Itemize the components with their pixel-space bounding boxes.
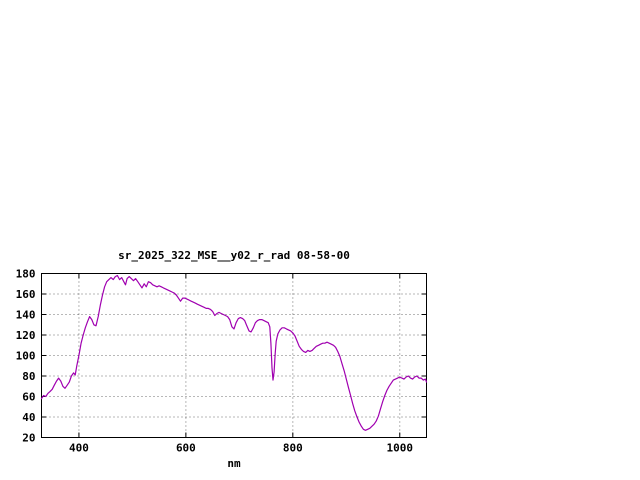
x-tick-label: 400 xyxy=(69,442,89,455)
y-tick-label: 180 xyxy=(16,268,36,281)
y-tick-label: 80 xyxy=(22,370,35,383)
x-axis-title: nm xyxy=(227,457,241,470)
y-tick-label: 40 xyxy=(22,411,35,424)
chart-title: sr_2025_322_MSE__y02_r_rad 08-58-00 xyxy=(118,249,350,262)
y-tick-label: 140 xyxy=(16,309,36,322)
x-tick-label: 800 xyxy=(283,442,303,455)
y-tick-label: 60 xyxy=(22,391,35,404)
y-tick-label: 20 xyxy=(22,432,35,445)
y-tick-label: 120 xyxy=(16,329,36,342)
spectral-curve xyxy=(40,274,428,431)
y-tick-label: 160 xyxy=(16,288,36,301)
x-tick-label: 1000 xyxy=(387,442,414,455)
plot-border xyxy=(41,273,427,438)
y-tick-label: 100 xyxy=(16,350,36,363)
x-tick-label: 600 xyxy=(176,442,196,455)
